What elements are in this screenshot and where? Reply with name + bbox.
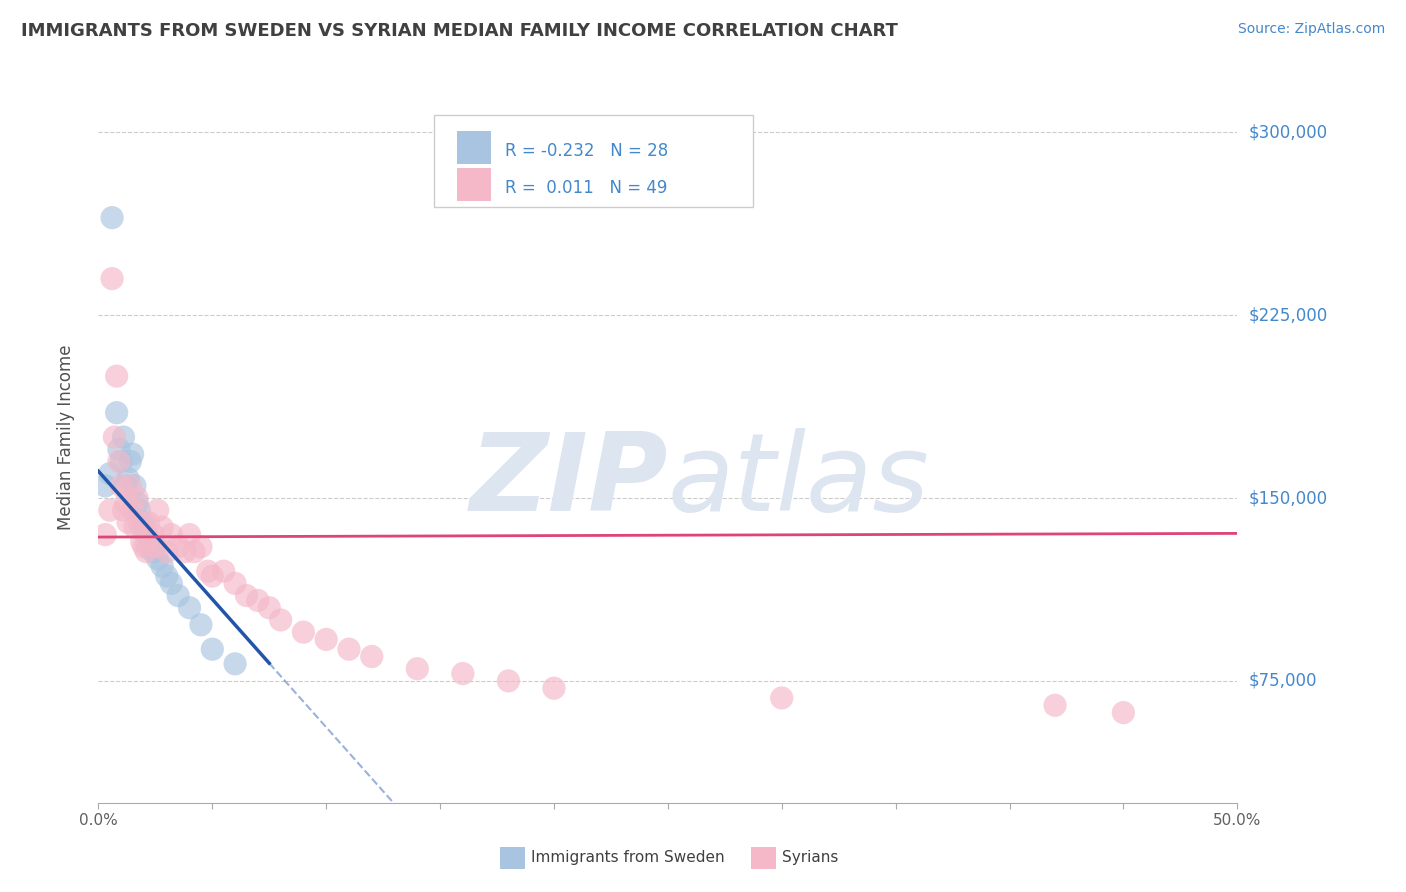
Y-axis label: Median Family Income: Median Family Income — [56, 344, 75, 530]
Point — [108, 442, 131, 457]
Point — [167, 589, 190, 603]
Text: Source: ZipAtlas.com: Source: ZipAtlas.com — [1237, 22, 1385, 37]
Point — [117, 471, 139, 485]
Point — [156, 569, 179, 583]
Point — [128, 503, 150, 517]
Text: IMMIGRANTS FROM SWEDEN VS SYRIAN MEDIAN FAMILY INCOME CORRELATION CHART: IMMIGRANTS FROM SWEDEN VS SYRIAN MEDIAN … — [21, 22, 898, 40]
Point — [1112, 706, 1135, 720]
Text: Immigrants from Sweden: Immigrants from Sweden — [531, 850, 725, 865]
Point — [131, 535, 153, 549]
Point — [142, 527, 165, 541]
Point — [156, 544, 179, 558]
Point — [121, 503, 143, 517]
Text: R =  0.011   N = 49: R = 0.011 N = 49 — [505, 179, 668, 197]
Text: $150,000: $150,000 — [1249, 489, 1327, 507]
Bar — [457, 168, 491, 201]
Point — [197, 564, 219, 578]
Point — [124, 479, 146, 493]
Point — [110, 479, 132, 493]
Point — [114, 479, 136, 493]
Point — [150, 559, 173, 574]
Point — [190, 540, 212, 554]
Point — [132, 516, 155, 530]
Point — [135, 544, 157, 558]
Point — [138, 516, 160, 530]
Point — [105, 406, 128, 420]
Point — [179, 600, 201, 615]
Text: atlas: atlas — [668, 428, 929, 533]
Point — [246, 593, 269, 607]
Text: Syrians: Syrians — [782, 850, 838, 865]
Point — [127, 496, 149, 510]
Point — [224, 576, 246, 591]
Point — [167, 540, 190, 554]
Point — [112, 503, 135, 517]
Text: $75,000: $75,000 — [1249, 672, 1317, 690]
Point — [120, 479, 142, 493]
Point — [337, 642, 360, 657]
Point — [259, 600, 281, 615]
Point — [315, 632, 337, 647]
Point — [127, 491, 149, 505]
Point — [146, 503, 169, 517]
Point — [212, 564, 235, 578]
Point — [201, 569, 224, 583]
Point — [770, 690, 793, 705]
Point — [360, 649, 382, 664]
Point — [190, 617, 212, 632]
Text: R = -0.232   N = 28: R = -0.232 N = 28 — [505, 142, 668, 160]
Point — [108, 454, 131, 468]
Point — [160, 576, 183, 591]
Point — [128, 516, 150, 530]
Point — [160, 527, 183, 541]
Point — [145, 540, 167, 554]
Point — [179, 527, 201, 541]
Point — [543, 681, 565, 696]
Point — [1043, 698, 1066, 713]
Point — [498, 673, 520, 688]
Point — [94, 479, 117, 493]
Point — [174, 544, 197, 558]
Point — [406, 662, 429, 676]
Point — [121, 447, 143, 461]
Point — [105, 369, 128, 384]
Point — [98, 503, 121, 517]
Point — [98, 467, 121, 481]
Point — [224, 657, 246, 671]
Point — [292, 625, 315, 640]
Point — [117, 516, 139, 530]
Point — [120, 454, 142, 468]
Point — [142, 544, 165, 558]
Text: ZIP: ZIP — [470, 428, 668, 534]
Text: $300,000: $300,000 — [1249, 123, 1327, 141]
Text: $225,000: $225,000 — [1249, 306, 1327, 324]
Bar — [751, 847, 776, 869]
Bar — [501, 847, 526, 869]
Point — [135, 527, 157, 541]
Point — [270, 613, 292, 627]
Bar — [457, 131, 491, 164]
Point — [138, 540, 160, 554]
Point — [101, 271, 124, 285]
Point — [124, 520, 146, 534]
Point — [103, 430, 125, 444]
Point — [150, 520, 173, 534]
Point — [451, 666, 474, 681]
Point — [235, 589, 257, 603]
Point — [201, 642, 224, 657]
Point — [114, 496, 136, 510]
Point — [131, 520, 153, 534]
Point — [101, 211, 124, 225]
Point — [132, 540, 155, 554]
Point — [183, 544, 205, 558]
Point — [112, 430, 135, 444]
Point — [146, 552, 169, 566]
FancyBboxPatch shape — [434, 115, 754, 207]
Point — [110, 454, 132, 468]
Point — [94, 527, 117, 541]
